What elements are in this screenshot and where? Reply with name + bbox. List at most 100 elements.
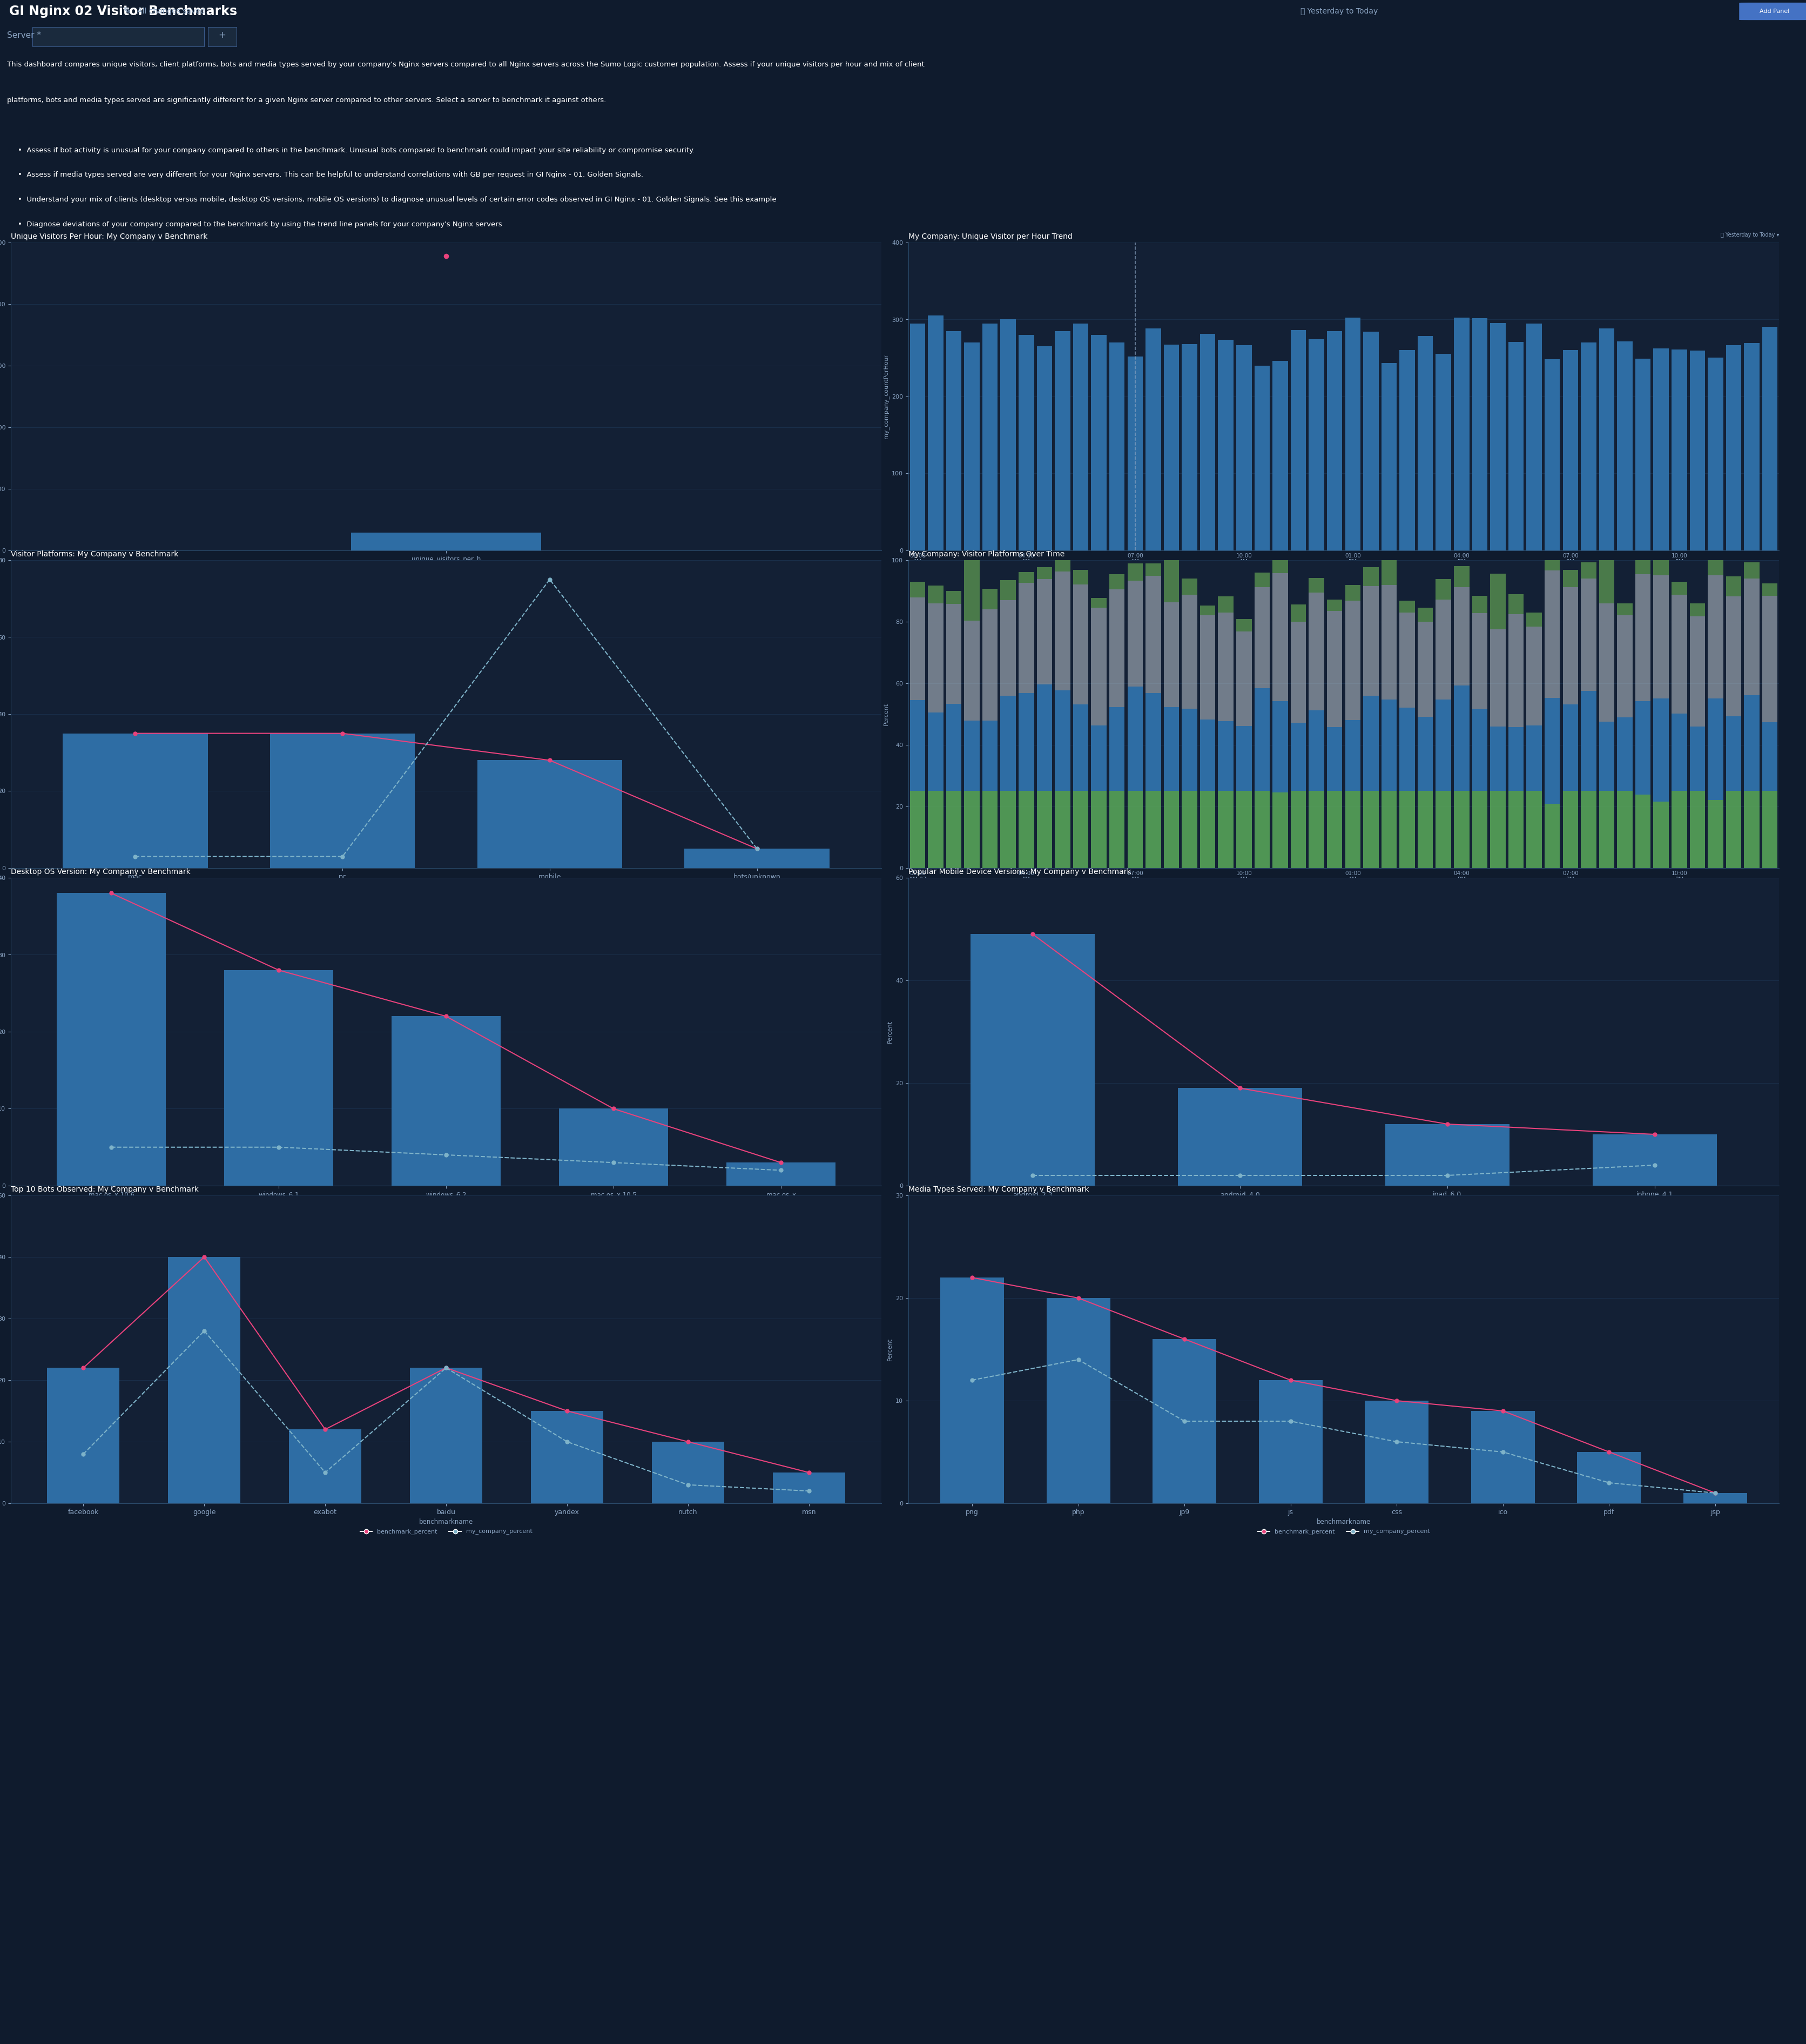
Bar — [1345, 319, 1360, 550]
Bar — [1364, 566, 1378, 587]
Bar — [1654, 560, 1669, 574]
Bar — [773, 1472, 845, 1502]
Bar — [1019, 693, 1035, 791]
Bar — [1364, 587, 1378, 695]
Bar — [1055, 331, 1071, 550]
Bar — [1163, 525, 1179, 603]
Bar — [1181, 595, 1197, 709]
Text: Media Types Served: My Company v Benchmark: Media Types Served: My Company v Benchma… — [908, 1186, 1089, 1194]
X-axis label: benchmarkname: benchmarkname — [419, 883, 473, 891]
Bar — [1418, 607, 1432, 621]
X-axis label: benchmarkname: benchmarkname — [1317, 1519, 1371, 1525]
Bar — [982, 722, 997, 791]
Bar — [1255, 689, 1270, 791]
Bar — [982, 791, 997, 869]
Bar — [1436, 599, 1452, 699]
Bar — [1037, 791, 1053, 869]
Bar — [982, 589, 997, 609]
Bar — [1634, 574, 1651, 701]
Bar — [1727, 345, 1741, 550]
Bar — [1616, 603, 1633, 615]
Bar — [1472, 319, 1488, 550]
Bar — [1364, 331, 1378, 550]
X-axis label: benchmarkname: benchmarkname — [419, 574, 473, 580]
Text: My Company: Visitor Platforms Over Time: My Company: Visitor Platforms Over Time — [908, 550, 1064, 558]
Bar — [910, 701, 925, 791]
Bar — [1616, 717, 1633, 791]
Bar — [1046, 1298, 1111, 1502]
Bar — [1364, 791, 1378, 869]
Bar — [1217, 791, 1233, 869]
Bar — [1727, 791, 1741, 869]
X-axis label: benchmarkname: benchmarkname — [419, 1519, 473, 1525]
Bar — [1763, 583, 1777, 597]
Text: •  Understand your mix of clients (desktop versus mobile, desktop OS versions, m: • Understand your mix of clients (deskto… — [18, 196, 777, 202]
FancyBboxPatch shape — [33, 27, 204, 47]
Bar — [1382, 517, 1396, 585]
Bar — [1073, 791, 1089, 869]
Bar — [1291, 724, 1306, 791]
Bar — [1454, 587, 1470, 685]
Bar — [1508, 791, 1524, 869]
Bar — [1654, 699, 1669, 801]
Bar — [289, 1429, 361, 1502]
Bar — [1091, 607, 1107, 726]
Bar — [910, 791, 925, 869]
Bar — [1763, 597, 1777, 722]
Bar — [1345, 601, 1360, 719]
Bar — [1327, 331, 1342, 550]
Bar — [1001, 791, 1015, 869]
Bar — [1472, 709, 1488, 791]
Bar — [1672, 583, 1687, 595]
Bar — [1580, 343, 1597, 550]
Bar — [1580, 791, 1597, 869]
Bar — [1273, 572, 1288, 701]
Bar — [1418, 335, 1432, 550]
Bar — [1708, 358, 1723, 550]
Bar — [1672, 791, 1687, 869]
Bar — [1708, 799, 1723, 869]
Bar — [1291, 605, 1306, 621]
Bar — [1109, 791, 1125, 869]
Bar — [1690, 603, 1705, 617]
Text: Visitor Platforms: My Company v Benchmark: Visitor Platforms: My Company v Benchmar… — [11, 550, 179, 558]
Bar — [1037, 345, 1053, 550]
Bar — [1400, 613, 1414, 707]
Bar — [1055, 691, 1071, 791]
Bar — [970, 934, 1094, 1186]
Bar — [1181, 343, 1197, 550]
Bar — [1454, 791, 1470, 869]
Bar — [560, 1108, 668, 1186]
Bar — [1199, 615, 1215, 719]
Bar — [1745, 791, 1759, 869]
Bar — [1309, 711, 1324, 791]
Bar — [1690, 791, 1705, 869]
FancyBboxPatch shape — [1739, 2, 1806, 20]
Bar — [1019, 583, 1035, 693]
Bar — [63, 734, 208, 869]
Bar — [1526, 323, 1542, 550]
Bar — [1327, 599, 1342, 611]
Bar — [1199, 605, 1215, 615]
Bar — [1127, 580, 1143, 687]
Bar — [1217, 613, 1233, 722]
Bar — [1273, 511, 1288, 572]
Bar — [1672, 595, 1687, 713]
Text: Popular Mobile Device Versions: My Company v Benchmark: Popular Mobile Device Versions: My Compa… — [908, 869, 1131, 875]
Legend: benchmark_percent, my_company_percent: benchmark_percent, my_company_percent — [358, 891, 535, 901]
Bar — [269, 734, 415, 869]
Bar — [1690, 726, 1705, 791]
Bar — [1178, 1087, 1302, 1186]
Bar — [1091, 335, 1107, 550]
Bar — [1055, 791, 1071, 869]
Bar — [1309, 593, 1324, 711]
Bar — [726, 1163, 836, 1186]
Bar — [964, 719, 979, 791]
Bar — [1163, 603, 1179, 707]
Bar — [1217, 597, 1233, 613]
Text: Unique Visitors Per Hour: My Company v Benchmark: Unique Visitors Per Hour: My Company v B… — [11, 233, 208, 241]
Bar — [1472, 1410, 1535, 1502]
Bar — [1327, 791, 1342, 869]
Bar — [1345, 585, 1360, 601]
Bar — [1418, 791, 1432, 869]
